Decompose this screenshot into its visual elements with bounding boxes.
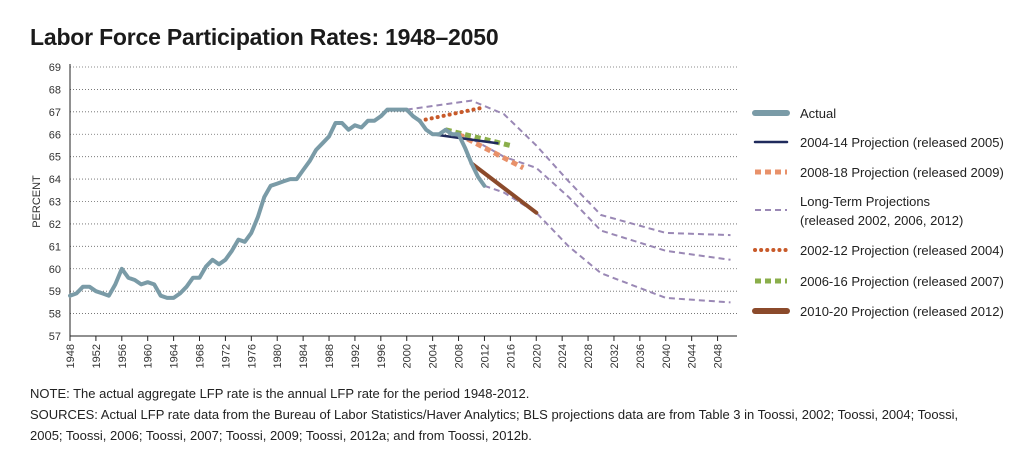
series-long-term-projections-released-2002-2006-2012-line-2: [445, 128, 731, 261]
x-tick-label: 2004: [428, 344, 440, 368]
series-long-term-projections-released-2002-2006-2012-line-1: [406, 99, 731, 237]
y-tick-label: 57: [49, 331, 61, 343]
y-tick-label: 62: [49, 219, 61, 231]
series-actual-line: [68, 107, 487, 300]
x-tick-label: 1996: [376, 344, 388, 368]
legend-label: (released 2002, 2006, 2012): [800, 213, 963, 228]
y-tick-label: 61: [49, 241, 61, 253]
x-tick-label: 2020: [531, 344, 543, 368]
line-chart: 57 58 59 60 61 62 63 64 65 66 67 68 69 1948 1952 1956 19…: [31, 62, 1004, 368]
legend-label: Actual: [800, 106, 836, 121]
x-tick-label: 2012: [479, 344, 491, 368]
grid-lines: [70, 66, 737, 314]
x-tick-label: 2032: [609, 344, 621, 368]
x-tick-label: 2040: [661, 344, 673, 368]
series-2002-12-projection-released-2004-line: [417, 105, 487, 123]
series-2010-20-projection-released-2012-line: [469, 161, 539, 215]
y-tick-label: 64: [49, 174, 61, 186]
legend-label: Long-Term Projections: [800, 194, 931, 209]
y-tick-label: 63: [49, 197, 61, 209]
series-lines: [68, 99, 731, 304]
x-tick-label: 1972: [220, 344, 232, 368]
axes: 57 58 59 60 61 62 63 64 65 66 67 68 69 1948 1952 1956 19…: [31, 62, 737, 368]
x-tick-label: 1976: [246, 344, 258, 368]
x-tick-label: 1964: [169, 344, 181, 368]
y-tick-label: 65: [49, 152, 61, 164]
y-tick-label: 68: [49, 84, 61, 96]
x-tick-label: 1980: [272, 344, 284, 368]
x-tick-label: 2028: [583, 344, 595, 368]
sources-text: SOURCES: Actual LFP rate data from the B…: [30, 407, 959, 443]
x-tick-label: 1956: [117, 344, 129, 368]
chart-title: Labor Force Participation Rates: 1948–20…: [30, 24, 499, 50]
y-axis-label: PERCENT: [31, 175, 43, 228]
legend-label: 2006-16 Projection (released 2007): [800, 274, 1004, 289]
x-tick-label: 1984: [298, 344, 310, 368]
legend-label: 2010-20 Projection (released 2012): [800, 304, 1004, 319]
x-tick-label: 2008: [454, 344, 466, 368]
x-tick-label: 2016: [505, 344, 517, 368]
x-tick-label: 2048: [713, 344, 725, 368]
legend-label: 2004-14 Projection (released 2005): [800, 135, 1004, 150]
x-tick-label: 1988: [324, 344, 336, 368]
y-tick-label: 69: [49, 62, 61, 74]
x-tick-label: 2044: [687, 344, 699, 368]
series-long-term-projections-released-2002-2006-2012-line-3: [484, 184, 731, 304]
y-tick-label: 66: [49, 129, 61, 141]
x-tick-label: 1968: [195, 344, 207, 368]
y-tick-label: 58: [49, 309, 61, 321]
legend: Actual 2004-14 Projection (released 2005)…: [752, 106, 1004, 319]
legend-label: 2008-18 Projection (released 2009): [800, 165, 1004, 180]
note-text: NOTE: The actual aggregate LFP rate is t…: [30, 386, 530, 401]
x-tick-label: 2024: [557, 344, 569, 368]
x-tick-label: 2036: [635, 344, 647, 368]
x-tick-label: 1948: [65, 344, 77, 368]
x-tick-label: 2000: [402, 344, 414, 368]
notes: NOTE: The actual aggregate LFP rate is t…: [30, 383, 990, 446]
y-tick-label: 59: [49, 286, 61, 298]
y-tick-label: 60: [49, 264, 61, 276]
y-tick-label: 67: [49, 107, 61, 119]
x-tick-label: 1960: [143, 344, 155, 368]
x-tick-label: 1992: [350, 344, 362, 368]
legend-label: 2002-12 Projection (released 2004): [800, 243, 1004, 258]
series-2004-14-projection-released-2005-line: [431, 133, 499, 145]
x-tick-label: 1952: [91, 344, 103, 368]
